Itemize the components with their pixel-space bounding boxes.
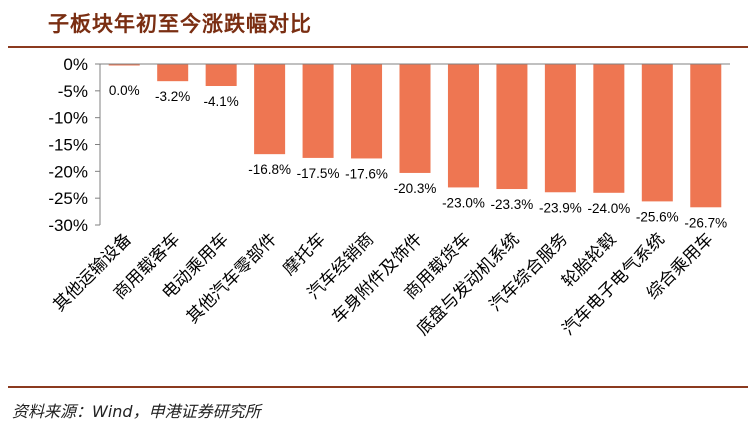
data-label: -16.8%	[248, 162, 291, 177]
bar-chart: 0% -5% -10% -15% -20% -25% -30% 0.0% -3.2% -4.1% -…	[48, 55, 730, 340]
bar	[447, 64, 479, 188]
data-label: -24.0%	[587, 201, 630, 216]
footer-divider	[8, 386, 748, 388]
bar	[544, 64, 576, 193]
data-label: -17.5%	[297, 166, 340, 181]
data-label: 0.0%	[109, 83, 140, 98]
bar	[108, 64, 140, 66]
y-tick-label: -25%	[48, 189, 88, 208]
y-tick-label: -15%	[48, 136, 88, 155]
data-label: -26.7%	[684, 215, 727, 230]
data-label: -23.9%	[539, 200, 582, 215]
bar	[157, 64, 189, 82]
data-label: -20.3%	[394, 181, 437, 196]
bar	[593, 64, 625, 193]
y-tick-label: 0%	[63, 55, 88, 74]
bar	[641, 64, 673, 202]
source-note: 资料来源：Wind，申港证券研究所	[12, 402, 261, 421]
data-label: -23.0%	[442, 195, 485, 210]
title-divider	[8, 46, 748, 48]
data-label: -23.3%	[491, 197, 534, 212]
bar	[399, 64, 431, 173]
bar	[351, 64, 383, 159]
y-tick-label: -20%	[48, 162, 88, 181]
y-tick-label: -5%	[58, 82, 88, 101]
y-tick-label: -10%	[48, 109, 88, 128]
bar	[496, 64, 528, 190]
y-tick-label: -30%	[48, 216, 88, 235]
data-label: -3.2%	[155, 89, 190, 104]
data-label: -17.6%	[345, 166, 388, 181]
bar	[205, 64, 237, 87]
bar	[302, 64, 334, 158]
bar	[690, 64, 722, 208]
data-label: -4.1%	[204, 94, 239, 109]
bar	[254, 64, 286, 155]
chart-title: 子板块年初至今涨跌幅对比	[48, 11, 312, 36]
data-label: -25.6%	[636, 209, 679, 224]
